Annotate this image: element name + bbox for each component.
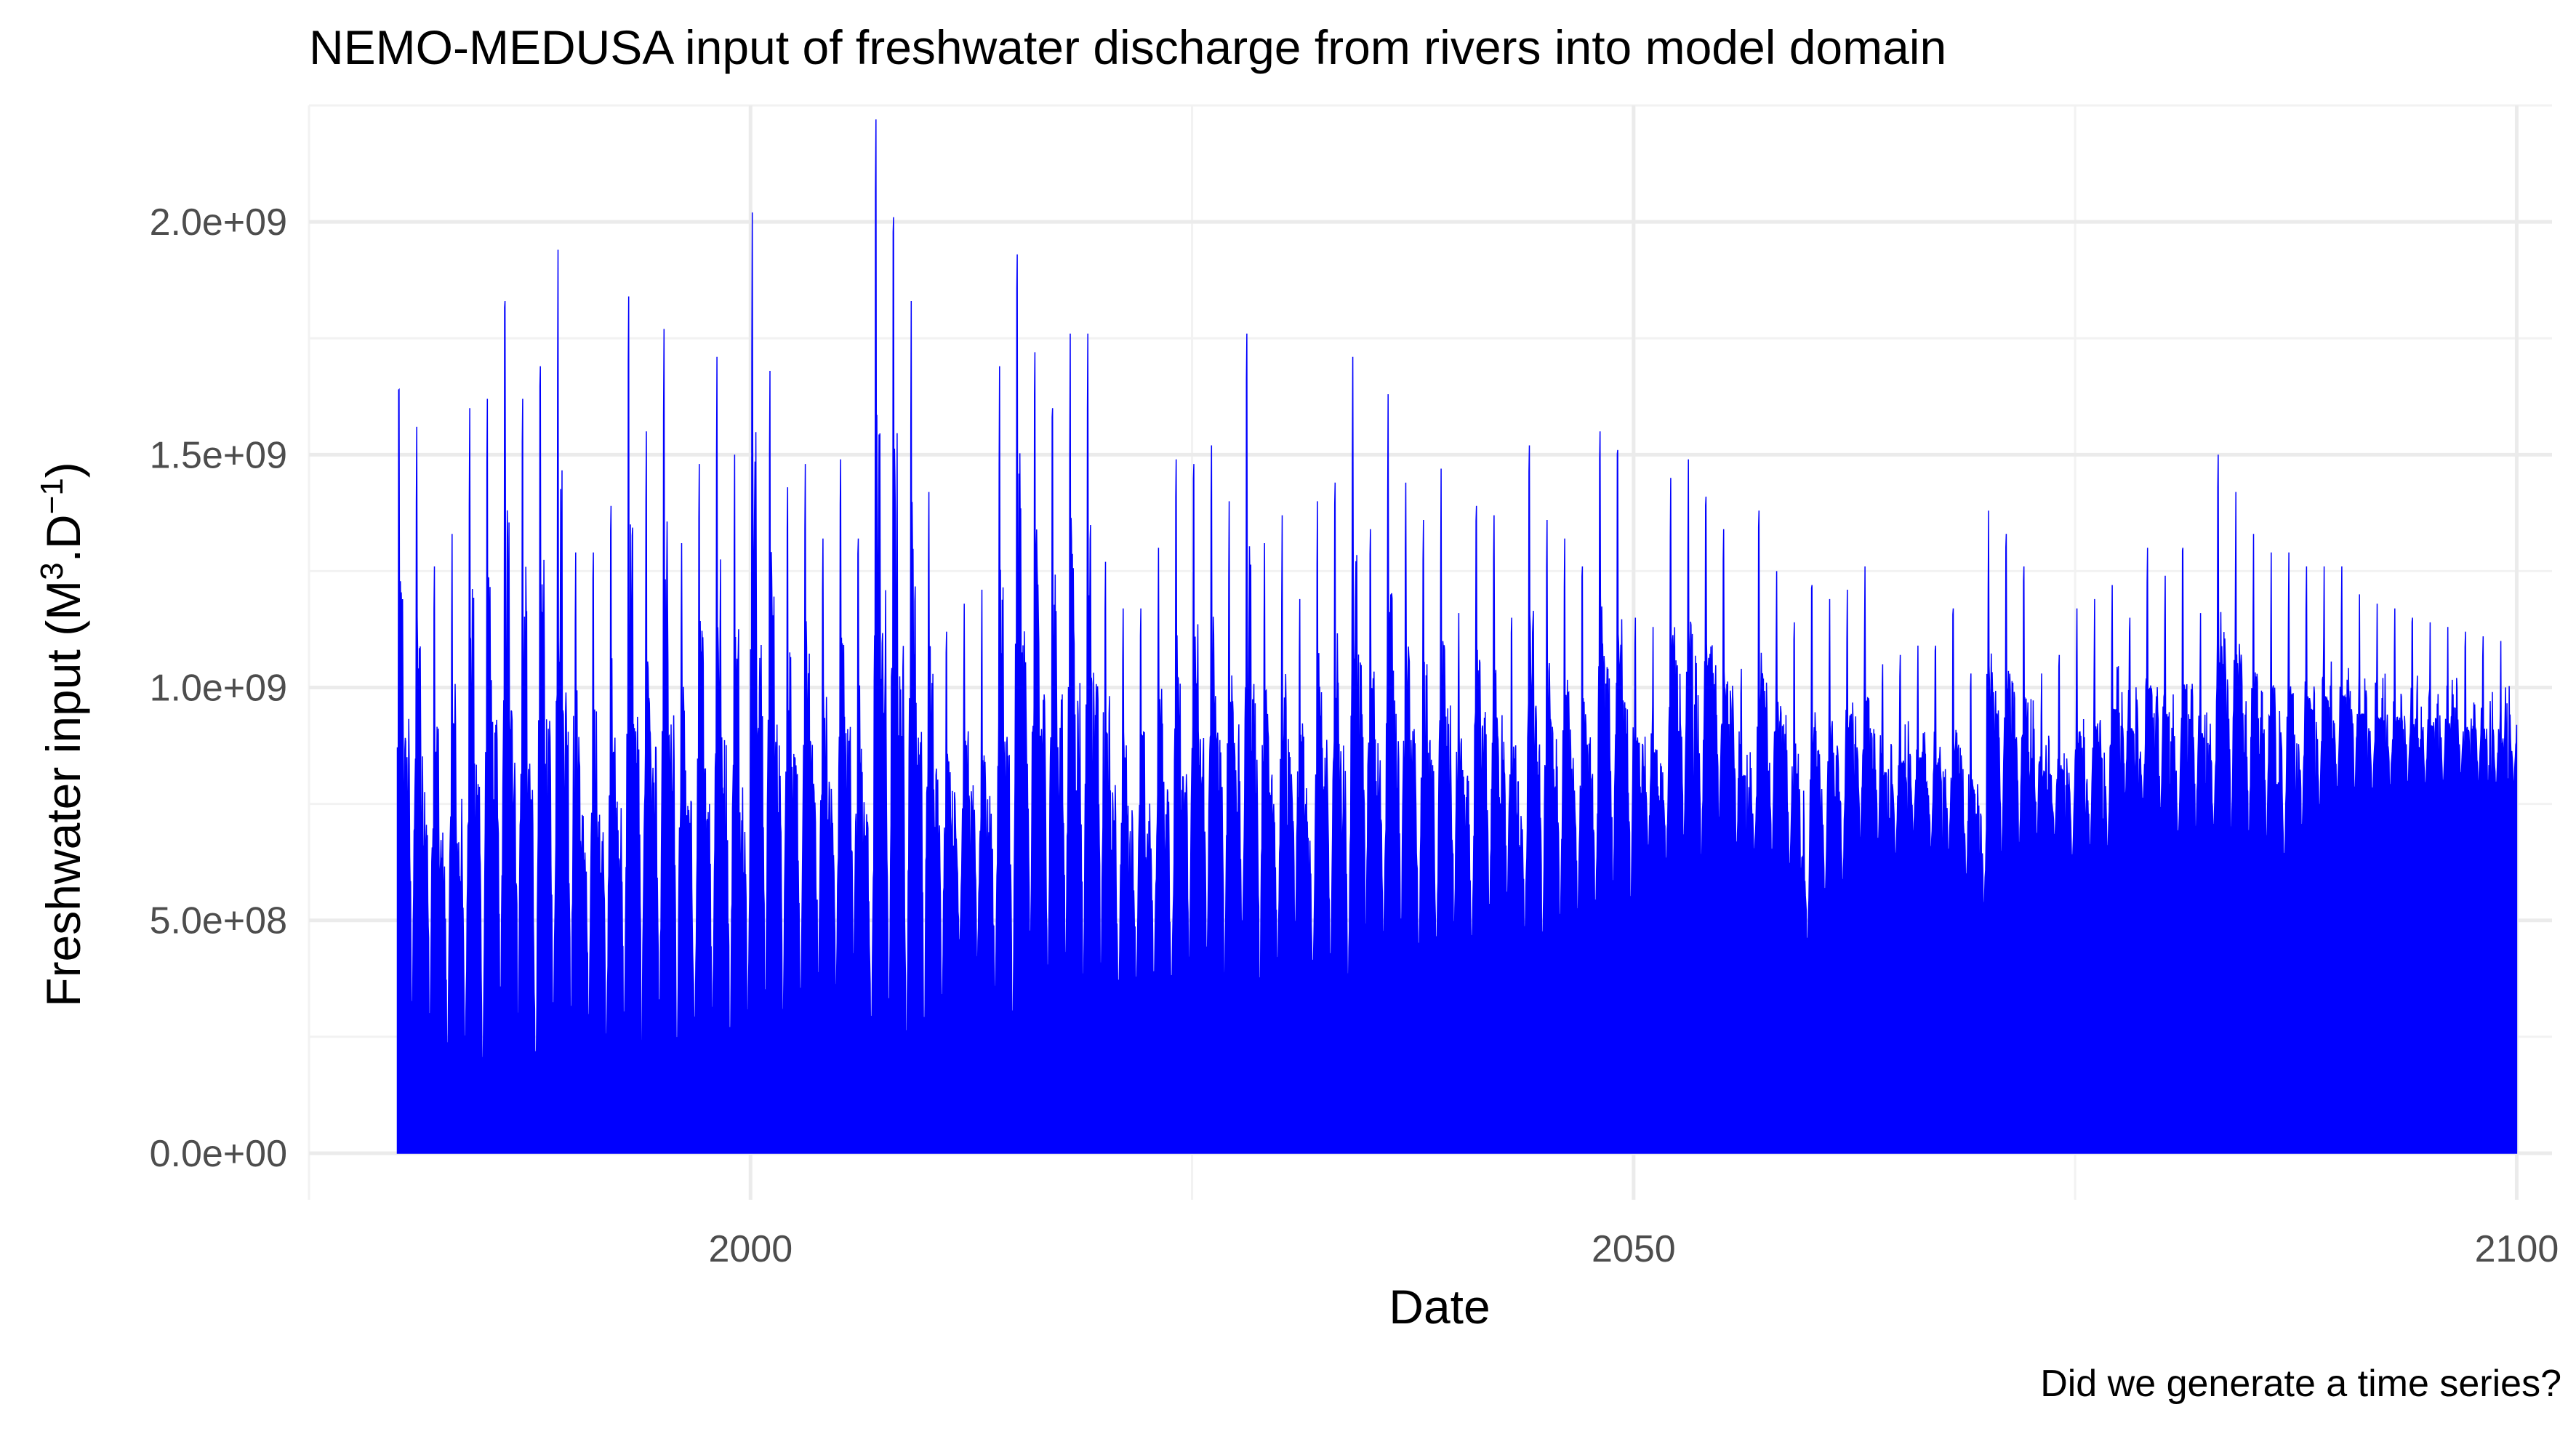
y-tick-label: 0.0e+00 [150,1133,287,1175]
discharge-area [396,119,2518,1154]
y-axis-ticks: 0.0e+00 5.0e+08 1.0e+09 1.5e+09 2.0e+09 [150,201,287,1175]
y-tick-label: 1.0e+09 [150,668,287,710]
y-tick-label: 2.0e+09 [150,201,287,244]
x-axis-title: Date [1389,1280,1490,1334]
x-tick-label: 2000 [708,1228,793,1270]
x-axis-ticks: 2000 2050 2100 [708,1228,2559,1270]
chart-title: NEMO-MEDUSA input of freshwater discharg… [309,20,1946,74]
x-tick-label: 2050 [1592,1228,1676,1270]
series-discharge [396,119,2518,1154]
chart-caption: Did we generate a time series? [2040,1363,2561,1405]
y-axis-title: Freshwater input (M3.D−1) [34,462,91,1007]
x-tick-label: 2100 [2475,1228,2559,1270]
y-tick-label: 5.0e+08 [150,900,287,942]
y-tick-label: 1.5e+09 [150,434,287,476]
